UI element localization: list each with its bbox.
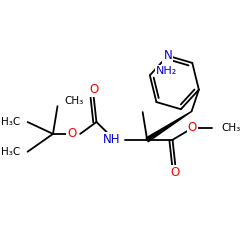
Text: NH₂: NH₂ [156, 66, 177, 76]
Polygon shape [146, 112, 192, 142]
Text: O: O [188, 122, 197, 134]
Text: O: O [67, 128, 76, 140]
Text: N: N [164, 49, 172, 62]
Text: CH₃: CH₃ [65, 96, 84, 106]
Text: CH₃: CH₃ [222, 123, 241, 133]
Text: H₃C: H₃C [1, 147, 20, 157]
Text: NH: NH [102, 133, 120, 146]
Text: O: O [89, 83, 98, 96]
Text: O: O [171, 166, 180, 179]
Text: H₃C: H₃C [1, 117, 20, 127]
